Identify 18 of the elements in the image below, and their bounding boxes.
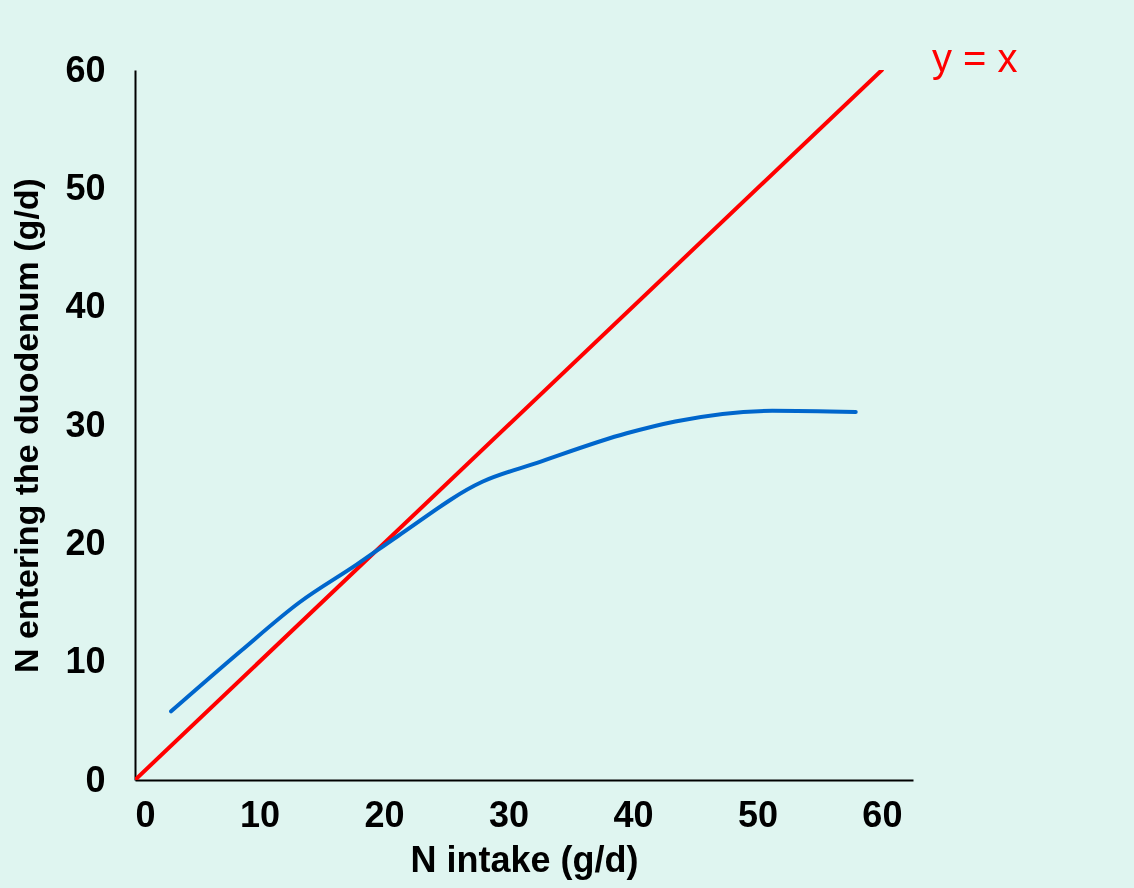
y-tick-label: 60 bbox=[65, 48, 106, 90]
x-tick-label: 30 bbox=[488, 793, 529, 835]
x-axis-title: N intake (g/d) bbox=[410, 838, 639, 880]
x-tick-label: 20 bbox=[364, 793, 405, 835]
x-tick-label: 0 bbox=[135, 793, 156, 835]
line-series bbox=[169, 408, 858, 714]
x-tick-label: 10 bbox=[239, 793, 280, 835]
y-tick-label: 20 bbox=[65, 521, 106, 563]
y-axis-title: N entering the duodenum (g/d) bbox=[7, 178, 46, 673]
y-tick-label: 0 bbox=[85, 758, 106, 800]
y-tick-label: 10 bbox=[65, 640, 106, 682]
y-tick-label: 40 bbox=[65, 285, 106, 327]
x-tick-label: 50 bbox=[737, 793, 778, 835]
x-tick-label: 60 bbox=[862, 793, 903, 835]
annotation: y = x bbox=[931, 36, 1018, 80]
y-tick-label: 50 bbox=[65, 166, 106, 208]
y-tick-label: 30 bbox=[65, 403, 106, 445]
x-tick-label: 40 bbox=[613, 793, 654, 835]
